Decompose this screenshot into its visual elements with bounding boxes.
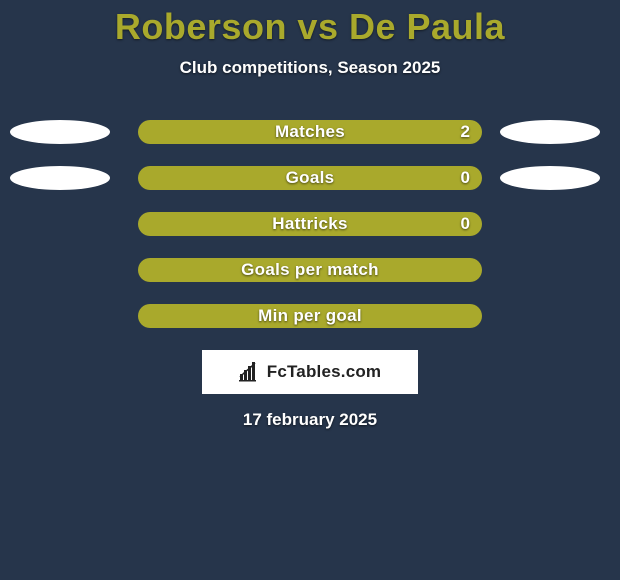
stat-value: 0 — [461, 168, 470, 188]
stat-row: Goals 0 — [0, 166, 620, 190]
ellipse-right-icon — [500, 166, 600, 190]
logo-text: FcTables.com — [267, 362, 382, 382]
infographic-content: Roberson vs De Paula Club competitions, … — [0, 0, 620, 580]
date-text: 17 february 2025 — [243, 410, 377, 430]
ellipse-left-icon — [10, 120, 110, 144]
stat-label: Matches — [275, 122, 345, 142]
stat-bar: Goals per match — [138, 258, 482, 282]
stat-row: Hattricks 0 — [0, 212, 620, 236]
stat-bar: Matches 2 — [138, 120, 482, 144]
stat-label: Hattricks — [272, 214, 347, 234]
stat-label: Min per goal — [258, 306, 362, 326]
stat-row: Matches 2 — [0, 120, 620, 144]
page-title: Roberson vs De Paula — [115, 6, 505, 48]
stats-list: Matches 2 Goals 0 Hattricks 0 Goals per match M… — [0, 120, 620, 328]
ellipse-right-icon — [500, 120, 600, 144]
ellipse-left-icon — [10, 166, 110, 190]
stat-label: Goals per match — [241, 260, 379, 280]
subtitle: Club competitions, Season 2025 — [180, 58, 441, 78]
stat-row: Goals per match — [0, 258, 620, 282]
stat-label: Goals — [286, 168, 335, 188]
stat-bar: Hattricks 0 — [138, 212, 482, 236]
logo-box: FcTables.com — [202, 350, 418, 394]
stat-row: Min per goal — [0, 304, 620, 328]
stat-bar: Min per goal — [138, 304, 482, 328]
stat-value: 0 — [461, 214, 470, 234]
stat-value: 2 — [461, 122, 470, 142]
bar-chart-icon — [239, 362, 261, 382]
stat-bar: Goals 0 — [138, 166, 482, 190]
